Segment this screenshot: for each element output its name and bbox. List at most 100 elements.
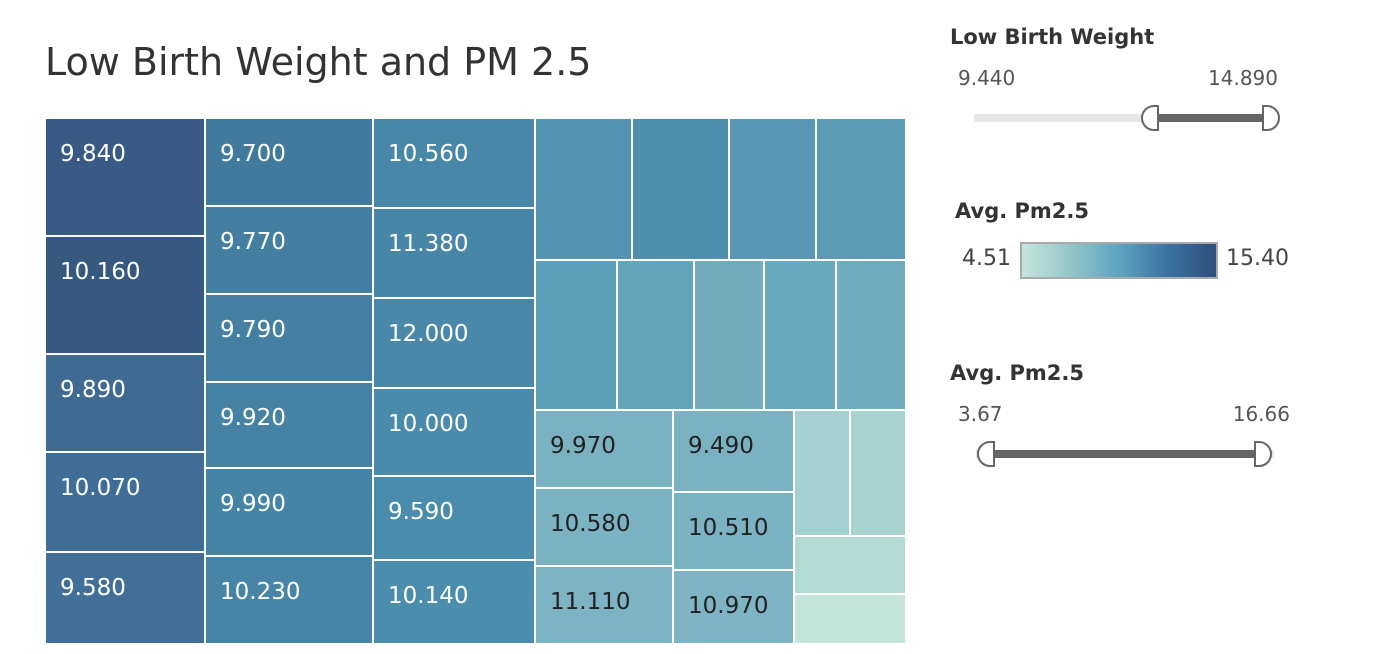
treemap-cell-rect <box>672 491 795 571</box>
treemap-cell-label: 10.560 <box>388 141 468 167</box>
treemap-cell[interactable]: 9.700 <box>204 118 374 207</box>
treemap-cell-label: 9.920 <box>220 405 286 431</box>
treemap-cell[interactable] <box>728 118 817 261</box>
low-birth-weight-min-label: 9.440 <box>958 66 1016 90</box>
pm25-max-label: 16.66 <box>1232 402 1290 426</box>
treemap-cell[interactable]: 10.560 <box>372 118 536 209</box>
treemap-cell-rect <box>45 353 206 453</box>
pm25-slider-selected-range <box>995 450 1255 458</box>
treemap-cell-rect <box>534 118 633 261</box>
treemap-cell[interactable]: 9.890 <box>45 353 206 453</box>
low-birth-weight-min-handle[interactable] <box>1141 105 1160 131</box>
treemap-cell-rect <box>793 409 851 537</box>
pm25-filter-title: Avg. Pm2.5 <box>950 361 1084 385</box>
treemap-cell-label: 10.160 <box>60 259 140 285</box>
treemap-cell[interactable] <box>534 118 633 261</box>
treemap-cell-label: 10.000 <box>388 411 468 437</box>
treemap-cell-label: 9.490 <box>688 433 754 459</box>
treemap-cell-rect <box>45 118 206 237</box>
pm25-max-handle[interactable] <box>1254 441 1273 467</box>
treemap-cell[interactable] <box>763 259 837 411</box>
treemap-cell-label: 9.580 <box>60 575 126 601</box>
treemap-cell-rect <box>45 451 206 553</box>
treemap-cell-label: 10.230 <box>220 579 300 605</box>
treemap-cell[interactable] <box>849 409 906 537</box>
treemap-cell[interactable]: 9.770 <box>204 205 374 295</box>
treemap-cell[interactable]: 9.840 <box>45 118 206 237</box>
treemap-cell-rect <box>793 593 906 644</box>
treemap-cell[interactable] <box>793 409 851 537</box>
treemap-cell[interactable] <box>793 535 906 595</box>
treemap-cell-label: 9.970 <box>550 433 616 459</box>
low-birth-weight-max-handle[interactable] <box>1262 105 1280 131</box>
treemap-cell-label: 9.840 <box>60 141 126 167</box>
treemap-cell-rect <box>45 235 206 355</box>
treemap-cell-label: 11.110 <box>550 589 630 615</box>
treemap-cell-rect <box>763 259 837 411</box>
treemap-cell[interactable] <box>835 259 906 411</box>
low-birth-weight-slider-selected-range <box>1159 114 1262 122</box>
treemap-cell[interactable] <box>793 593 906 644</box>
treemap-cell-rect <box>204 118 374 207</box>
treemap-cell[interactable] <box>693 259 765 411</box>
color-legend-min-label: 4.51 <box>962 246 1011 271</box>
treemap-cell-label: 10.970 <box>688 593 768 619</box>
treemap-cell-rect <box>534 565 674 644</box>
treemap-cell[interactable]: 9.580 <box>45 551 206 644</box>
treemap-cell[interactable] <box>534 259 618 411</box>
treemap-cell-label: 9.790 <box>220 317 286 343</box>
treemap-cell[interactable]: 9.970 <box>534 409 674 489</box>
treemap-cell[interactable]: 12.000 <box>372 297 536 389</box>
treemap-cell-label: 9.990 <box>220 491 286 517</box>
treemap-cell-rect <box>631 118 730 261</box>
treemap-cell-rect <box>204 555 374 644</box>
treemap-cell-rect <box>204 381 374 469</box>
treemap-cell-rect <box>616 259 695 411</box>
treemap-cell-label: 10.510 <box>688 515 768 541</box>
low-birth-weight-slider-track[interactable] <box>974 114 1262 122</box>
treemap-cell-label: 11.380 <box>388 231 468 257</box>
treemap-cell-rect <box>849 409 906 537</box>
treemap-cell-rect <box>534 487 674 567</box>
treemap-cell[interactable]: 9.920 <box>204 381 374 469</box>
treemap-cell[interactable]: 11.380 <box>372 207 536 299</box>
treemap-cell-rect <box>204 293 374 383</box>
treemap-cell[interactable] <box>631 118 730 261</box>
treemap-cell-label: 9.770 <box>220 229 286 255</box>
treemap-cell[interactable]: 10.970 <box>672 569 795 644</box>
treemap-cell[interactable]: 10.510 <box>672 491 795 571</box>
treemap-cell[interactable]: 10.160 <box>45 235 206 355</box>
pm25-min-label: 3.67 <box>958 402 1003 426</box>
treemap: 9.840 10.160 9.890 10.070 9.580 9.700 9.770 9.7… <box>45 118 906 644</box>
color-legend-max-label: 15.40 <box>1226 246 1289 271</box>
treemap-cell[interactable]: 11.110 <box>534 565 674 644</box>
treemap-cell[interactable] <box>616 259 695 411</box>
treemap-cell-rect <box>728 118 817 261</box>
treemap-cell[interactable] <box>815 118 906 261</box>
low-birth-weight-max-label: 14.890 <box>1208 66 1278 90</box>
treemap-cell-rect <box>204 467 374 557</box>
treemap-cell-rect <box>793 535 906 595</box>
chart-title: Low Birth Weight and PM 2.5 <box>45 40 592 84</box>
pm25-min-handle[interactable] <box>977 441 996 467</box>
color-legend-title: Avg. Pm2.5 <box>955 199 1089 223</box>
treemap-cell[interactable]: 9.590 <box>372 475 536 561</box>
treemap-cell-label: 10.580 <box>550 511 630 537</box>
treemap-cell-rect <box>672 409 795 493</box>
treemap-cell-rect <box>835 259 906 411</box>
treemap-cell[interactable]: 10.000 <box>372 387 536 477</box>
treemap-cell[interactable]: 10.140 <box>372 559 536 644</box>
treemap-cell-rect <box>372 559 536 644</box>
treemap-cell-label: 12.000 <box>388 321 468 347</box>
treemap-cell-label: 10.070 <box>60 475 140 501</box>
treemap-cell[interactable]: 10.230 <box>204 555 374 644</box>
treemap-cell[interactable]: 10.580 <box>534 487 674 567</box>
treemap-cell[interactable]: 10.070 <box>45 451 206 553</box>
treemap-cell[interactable]: 9.990 <box>204 467 374 557</box>
treemap-cell[interactable]: 9.490 <box>672 409 795 493</box>
low-birth-weight-filter-title: Low Birth Weight <box>950 25 1155 49</box>
treemap-cell-rect <box>693 259 765 411</box>
treemap-cell-rect <box>815 118 906 261</box>
treemap-cell[interactable]: 9.790 <box>204 293 374 383</box>
treemap-cell-rect <box>534 409 674 489</box>
